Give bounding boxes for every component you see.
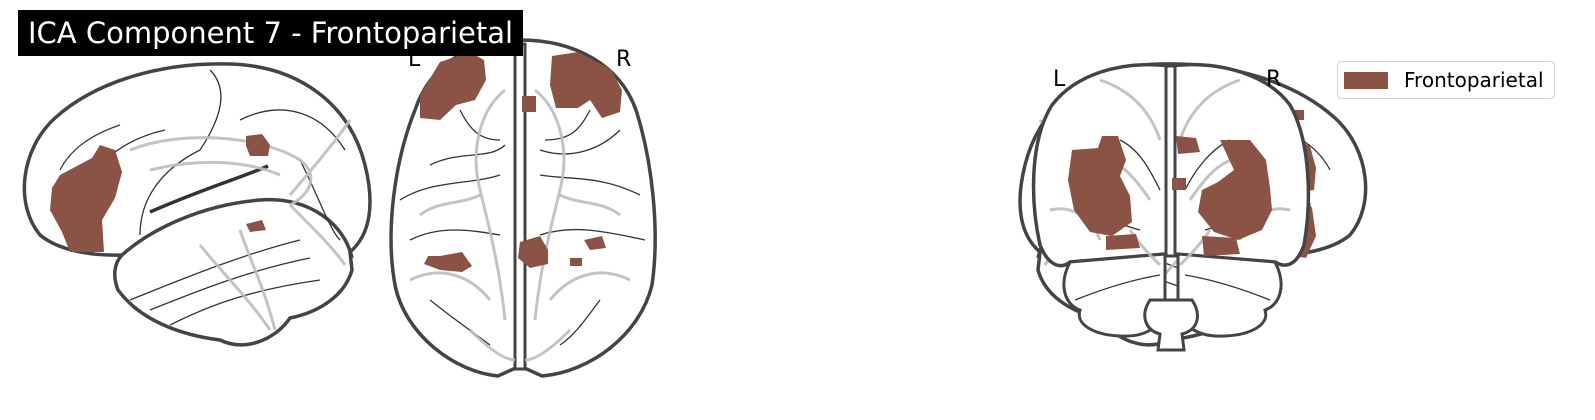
activation-blob	[1176, 136, 1200, 154]
activation-blob	[420, 52, 486, 120]
coronal-label-left: L	[1053, 67, 1066, 92]
legend: Frontoparietal	[1337, 61, 1555, 99]
temporal-lobe-outline	[120, 197, 354, 259]
activation-blob	[246, 220, 266, 232]
coronal-midline	[1164, 64, 1177, 258]
activation-blob	[1202, 236, 1240, 256]
activation-blob	[518, 236, 548, 268]
activation-blob	[570, 258, 582, 266]
figure-title: ICA Component 7 - Frontoparietal	[18, 10, 524, 56]
legend-swatch	[1344, 71, 1388, 89]
view-sagittal-left	[22, 62, 372, 347]
brainstem	[1143, 298, 1199, 352]
axial-label-right: R	[616, 47, 631, 72]
midline-fissure	[513, 42, 527, 371]
activation-blob	[1198, 140, 1272, 240]
coronal-label-right: R	[1266, 67, 1281, 92]
activation-blob	[522, 96, 536, 112]
activation-coronal	[1068, 136, 1272, 256]
activation-blob	[1106, 234, 1140, 250]
lateral-fissure	[149, 164, 269, 214]
activation-blob	[246, 134, 270, 156]
view-coronal: L R	[1031, 62, 1311, 352]
activation-axial	[420, 52, 622, 272]
activation-blob	[584, 236, 606, 250]
activation-blob	[1068, 136, 1132, 236]
activation-blob	[424, 252, 472, 272]
brain-outline-sagittal-left	[22, 62, 372, 347]
activation-blob	[50, 145, 122, 252]
activation-sagittal-left	[50, 134, 270, 252]
ghost-ventricles-axial	[409, 88, 631, 362]
activation-blob	[550, 52, 622, 118]
ghost-ventricles-coronal	[1049, 78, 1291, 267]
view-axial: L R	[389, 38, 657, 378]
legend-label: Frontoparietal	[1404, 68, 1544, 92]
ghost-ventricles-sagittal-left	[129, 119, 352, 331]
activation-blob	[1172, 178, 1186, 190]
